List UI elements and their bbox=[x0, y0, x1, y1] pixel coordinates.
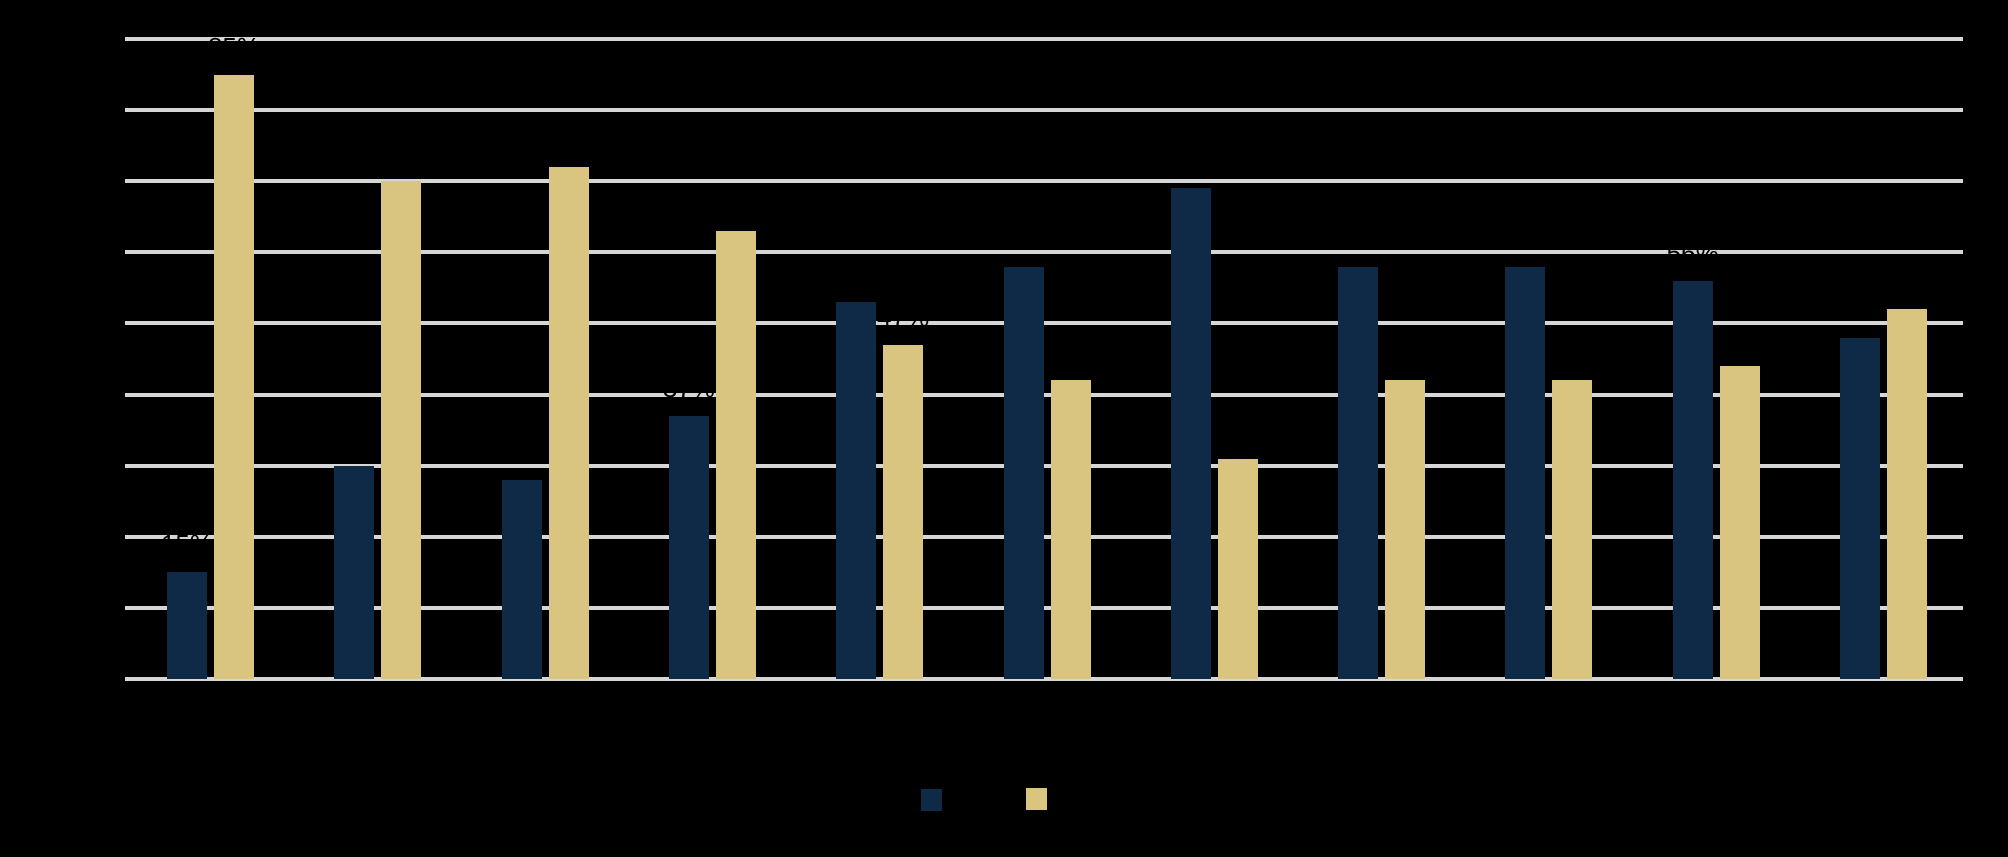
data-label: 31% bbox=[1211, 416, 1264, 446]
data-label: 15% bbox=[160, 529, 214, 559]
category-label bbox=[629, 692, 789, 722]
bar bbox=[1887, 309, 1927, 679]
data-label: 58% bbox=[1499, 224, 1552, 254]
category-label bbox=[462, 692, 622, 722]
data-label: 30% bbox=[328, 423, 381, 453]
bar bbox=[548, 167, 589, 679]
gridline bbox=[125, 108, 1963, 113]
bar bbox=[214, 75, 254, 679]
data-label: 48% bbox=[1833, 295, 1887, 325]
bar bbox=[1385, 380, 1426, 679]
data-label: 85% bbox=[207, 32, 261, 62]
bar bbox=[381, 181, 422, 679]
category-label bbox=[964, 692, 1124, 722]
bar bbox=[1003, 267, 1044, 679]
data-label: 69% bbox=[1164, 145, 1217, 175]
data-label: 42% bbox=[1379, 337, 1432, 367]
gridline bbox=[125, 534, 1963, 539]
data-label: 28% bbox=[495, 437, 548, 467]
bar bbox=[836, 302, 877, 679]
bar bbox=[1170, 188, 1211, 679]
data-label: 56% bbox=[1666, 238, 1719, 268]
bar bbox=[334, 466, 375, 679]
bar bbox=[1719, 366, 1760, 679]
data-label: 53% bbox=[830, 259, 883, 289]
bar bbox=[501, 480, 542, 679]
bar bbox=[715, 231, 756, 679]
bar bbox=[883, 345, 924, 679]
category-label bbox=[1299, 692, 1459, 722]
data-label: 52% bbox=[1880, 266, 1934, 296]
data-label: 42% bbox=[1044, 337, 1097, 367]
data-label: 37% bbox=[662, 373, 715, 403]
bar bbox=[1050, 380, 1091, 679]
category-label bbox=[295, 692, 455, 722]
bar bbox=[1217, 459, 1258, 679]
data-label: 63% bbox=[709, 188, 762, 218]
data-label: 72% bbox=[542, 124, 595, 154]
data-label: 58% bbox=[997, 224, 1050, 254]
category-label bbox=[1131, 692, 1291, 722]
bar bbox=[1672, 281, 1713, 679]
gridline bbox=[125, 321, 1963, 326]
bar bbox=[1552, 380, 1593, 679]
gridline bbox=[125, 605, 1963, 610]
data-label: 44% bbox=[1713, 323, 1766, 353]
data-label: 70% bbox=[375, 138, 428, 168]
gridline bbox=[125, 179, 1963, 184]
gridline bbox=[125, 677, 1963, 681]
category-label bbox=[128, 692, 288, 722]
gridline bbox=[125, 463, 1963, 468]
data-label: 47% bbox=[877, 302, 930, 332]
bar bbox=[668, 416, 709, 679]
bar bbox=[167, 572, 207, 679]
category-label bbox=[797, 692, 957, 722]
bar bbox=[1505, 267, 1546, 679]
bar bbox=[1338, 267, 1379, 679]
category-label bbox=[1466, 692, 1626, 722]
data-label: 42% bbox=[1546, 337, 1599, 367]
category-label bbox=[1633, 692, 1793, 722]
category-label bbox=[1801, 692, 1961, 722]
data-label: 58% bbox=[1332, 224, 1385, 254]
gridline bbox=[125, 250, 1963, 255]
gridline bbox=[125, 392, 1963, 397]
gridline bbox=[125, 37, 1963, 41]
bar bbox=[1840, 338, 1880, 679]
